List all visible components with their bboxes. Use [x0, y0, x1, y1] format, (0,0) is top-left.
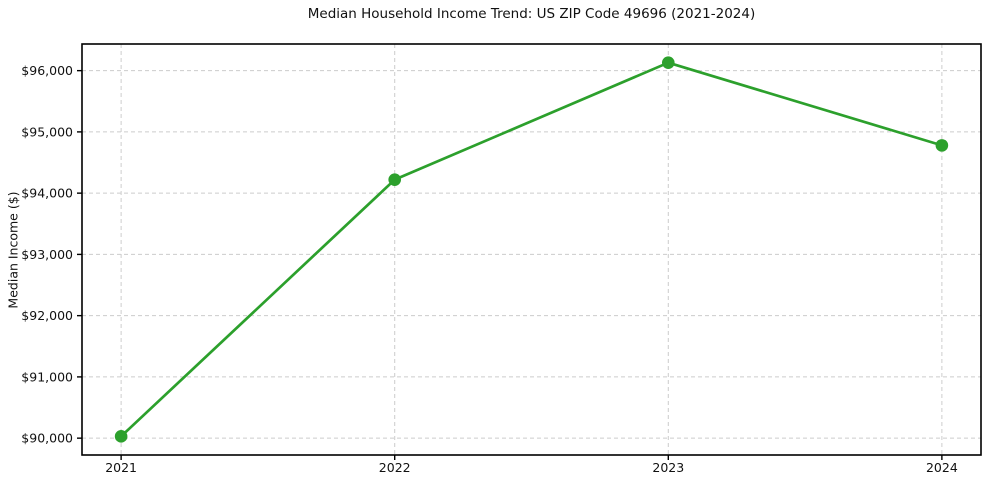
y-tick-label: $93,000 — [21, 247, 73, 262]
x-tick-label: 2024 — [926, 460, 958, 475]
y-tick-label: $95,000 — [21, 124, 73, 139]
y-tick-label: $92,000 — [21, 308, 73, 323]
y-tick-label: $94,000 — [21, 186, 73, 201]
plot-border — [81, 43, 982, 456]
x-tick-label: 2023 — [652, 460, 684, 475]
data-point-2021 — [114, 430, 128, 443]
data-point-2022 — [388, 173, 402, 186]
y-tick-label: $96,000 — [21, 63, 73, 78]
chart-title: Median Household Income Trend: US ZIP Co… — [307, 6, 756, 22]
x-tick-label: 2022 — [379, 460, 411, 475]
data-point-2023 — [661, 56, 675, 69]
y-tick-label: $90,000 — [21, 431, 73, 446]
data-point-2024 — [935, 139, 949, 152]
x-tick-label: 2021 — [105, 460, 137, 475]
series-line — [119, 61, 944, 438]
y-tick-label: $91,000 — [21, 369, 73, 384]
